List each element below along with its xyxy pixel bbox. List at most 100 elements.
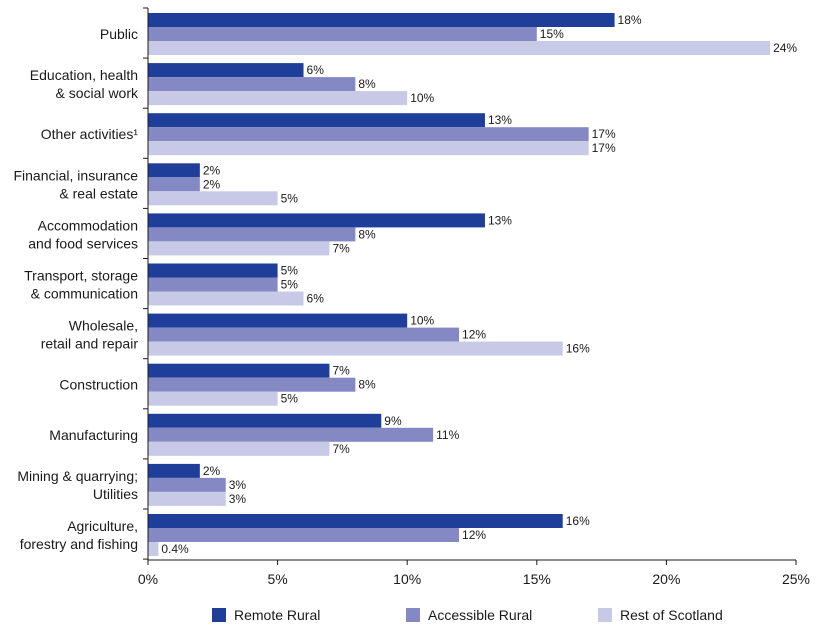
bars-layer [148,13,771,556]
value-label: 7% [332,364,350,378]
bar-accessible-rural-5 [148,277,278,292]
value-label: 2% [203,163,221,177]
category-label: Agriculture, [67,518,138,534]
value-label: 10% [410,91,434,105]
bar-accessible-rural-0 [148,27,537,41]
value-label: 3% [229,478,247,492]
bar-accessible-rural-6 [148,327,460,342]
value-label: 12% [462,528,486,542]
category-label: & communication [31,286,138,302]
bar-accessible-rural-1 [148,77,356,92]
value-label: 24% [773,41,797,55]
value-label: 16% [566,514,590,528]
value-label: 13% [488,113,512,127]
bar-accessible-rural-2 [148,127,589,142]
bar-remote-rural-9 [148,463,200,478]
x-tick-label: 0% [138,571,158,587]
bar-rest-of-scotland-10 [148,542,159,556]
bar-accessible-rural-4 [148,227,356,242]
value-label: 10% [410,314,434,328]
x-tick-label: 20% [652,571,680,587]
category-label: Construction [59,377,138,393]
value-label: 6% [307,63,325,77]
bar-remote-rural-8 [148,413,382,428]
value-label: 5% [281,264,299,278]
bar-remote-rural-10 [148,514,563,528]
bar-accessible-rural-7 [148,377,356,392]
bar-rest-of-scotland-6 [148,341,563,356]
category-label: forestry and fishing [20,536,138,552]
value-label: 3% [229,492,247,506]
bar-rest-of-scotland-5 [148,291,304,306]
category-label: Wholesale, [69,318,138,334]
bar-accessible-rural-10 [148,528,460,542]
bar-rest-of-scotland-7 [148,391,278,406]
value-label: 16% [566,342,590,356]
value-label: 15% [540,27,564,41]
value-label: 8% [358,378,376,392]
category-label: Utilities [93,486,138,502]
value-label: 2% [203,177,221,191]
bar-remote-rural-7 [148,363,330,378]
legend-swatch [212,608,226,622]
bar-accessible-rural-9 [148,477,226,492]
category-label: Other activities¹ [41,126,139,142]
category-label: Mining & quarrying; [17,468,138,484]
value-label: 5% [281,392,299,406]
bar-rest-of-scotland-2 [148,141,589,156]
category-label: Transport, storage [24,268,138,284]
value-label: 7% [332,442,350,456]
category-label: Accommodation [38,217,138,233]
value-label: 13% [488,213,512,227]
x-tick-label: 10% [393,571,421,587]
legend-label: Remote Rural [234,607,320,623]
value-label: 17% [592,141,616,155]
value-labels: 18%15%24%6%8%10%13%17%17%2%2%5%13%8%7%5%… [161,13,797,556]
category-label: & real estate [59,185,138,201]
bar-rest-of-scotland-9 [148,491,226,506]
value-label: 5% [281,191,299,205]
value-label: 8% [358,77,376,91]
bar-remote-rural-5 [148,263,278,278]
value-label: 2% [203,464,221,478]
bar-rest-of-scotland-8 [148,441,330,456]
value-label: 18% [618,13,642,27]
bar-accessible-rural-3 [148,177,200,192]
bar-remote-rural-4 [148,213,485,228]
bar-rest-of-scotland-1 [148,91,408,106]
value-label: 11% [436,428,459,442]
bar-accessible-rural-8 [148,427,434,442]
category-label: & social work [56,85,139,101]
value-label: 8% [358,227,376,241]
bar-remote-rural-1 [148,63,304,78]
bar-rest-of-scotland-3 [148,191,278,206]
category-label: and food services [28,235,138,251]
value-label: 9% [384,414,402,428]
bar-remote-rural-6 [148,313,408,328]
x-tick-label: 15% [523,571,551,587]
category-labels: Public Education, health & social work Othe… [13,26,139,552]
bar-rest-of-scotland-0 [148,41,771,55]
x-tick-label: 25% [782,571,810,587]
bar-remote-rural-0 [148,13,615,27]
legend-swatch [406,608,420,622]
legend-label: Accessible Rural [428,607,532,623]
bar-remote-rural-3 [148,163,200,178]
x-tick-label: 5% [267,571,287,587]
category-label: retail and repair [41,336,139,352]
category-label: Manufacturing [49,427,138,443]
bar-remote-rural-2 [148,113,485,128]
value-label: 7% [332,241,350,255]
value-label: 5% [281,278,299,292]
value-label: 0.4% [161,542,189,556]
x-axis: 0% 5% 10% 15% 20% 25% [138,7,810,587]
category-label: Public [100,26,138,42]
category-label: Education, health [30,67,138,83]
value-label: 17% [592,127,616,141]
legend-swatch [598,608,612,622]
value-label: 12% [462,328,486,342]
legend: Remote Rural Accessible Rural Rest of Scot… [212,607,723,623]
bar-rest-of-scotland-4 [148,241,330,256]
value-label: 6% [307,292,325,306]
